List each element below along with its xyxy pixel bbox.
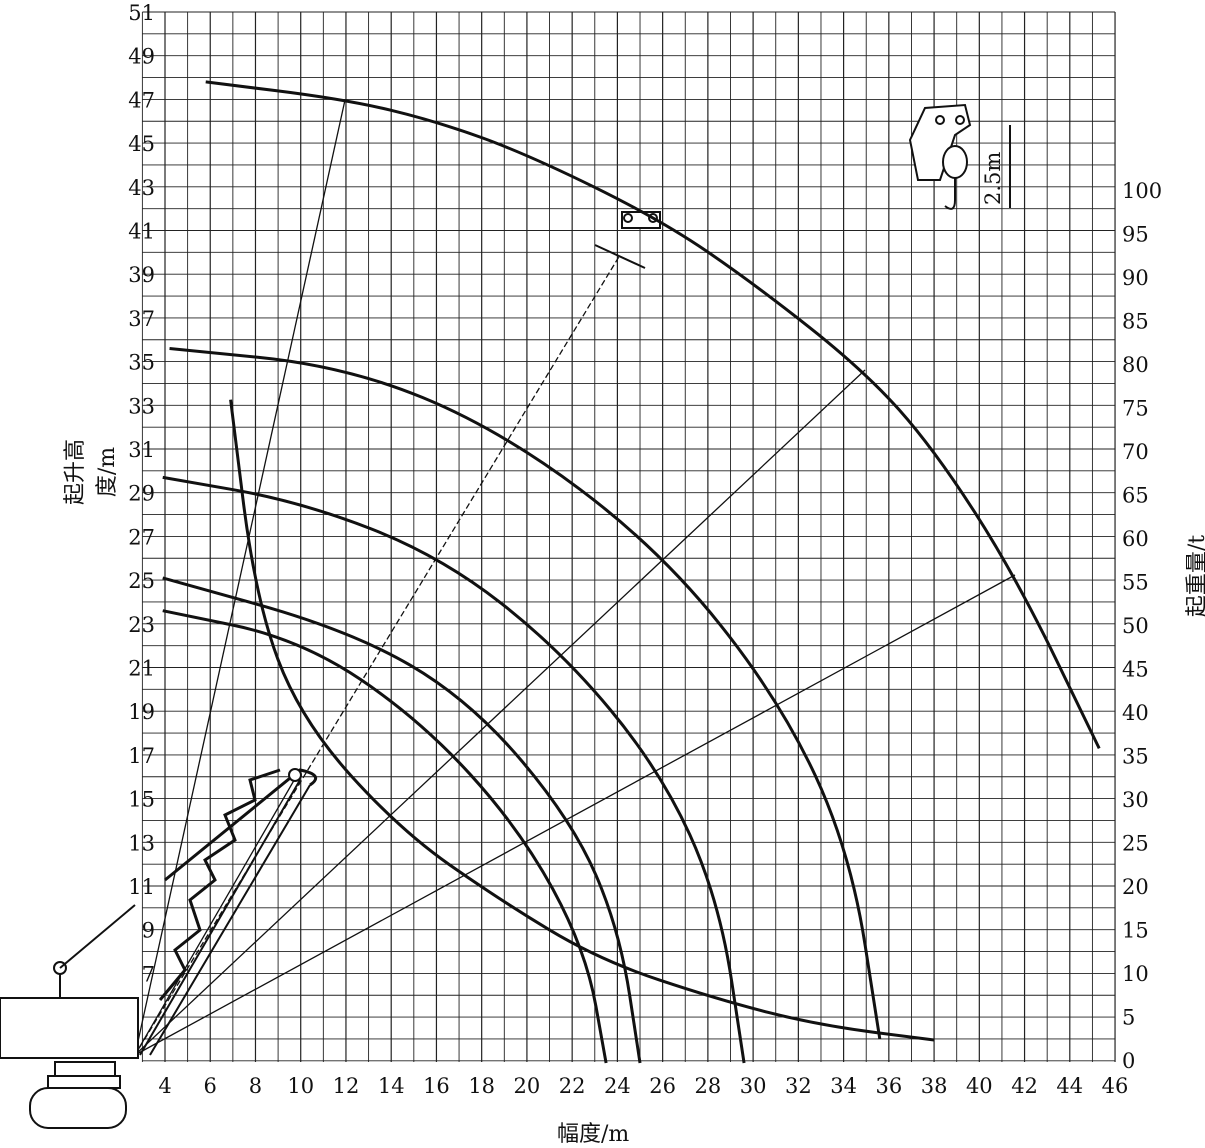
x-tick-label: 28 [695,1074,722,1098]
y2-tick-label: 25 [1122,832,1149,856]
lift-height-curve-4 [162,576,642,1064]
y-tick-label: 49 [128,45,155,69]
y2-tick-label: 5 [1122,1006,1135,1030]
x-tick-label: 12 [333,1074,360,1098]
y2-tick-label: 45 [1122,658,1149,682]
y-tick-label: 15 [128,788,155,812]
y-tick-label: 43 [128,176,155,200]
y-tick-label: 29 [128,482,155,506]
hook-block-icon [594,103,1011,269]
y2-tick-label: 35 [1122,745,1149,769]
x-axis-label: 幅度/m [557,1122,630,1147]
x-tick-label: 44 [1056,1074,1083,1098]
y2-axis-label: 起重量/t [1185,534,1205,618]
y2-tick-label: 65 [1122,484,1149,508]
y2-tick-label: 90 [1122,266,1149,290]
y2-tick-label: 10 [1122,962,1149,986]
lift-height-curve-2 [169,346,882,1040]
y2-tick-label: 55 [1122,571,1149,595]
hook-height-annotation: 2.5m [981,152,1005,205]
x-tick-label: 26 [649,1074,676,1098]
x-tick-label: 10 [287,1074,314,1098]
y2-tick-label: 40 [1122,701,1149,725]
lifting-capacity-curve [229,399,935,1042]
y-tick-label: 41 [128,220,155,244]
x-tick-label: 4 [158,1074,171,1098]
y-tick-label: 19 [128,700,155,724]
y-tick-label: 9 [142,919,155,943]
y-tick-label: 35 [128,351,155,375]
y2-tick-label: 95 [1122,223,1149,247]
y-tick-label: 33 [128,394,155,418]
y2-tick-label: 75 [1122,397,1149,421]
lift-height-curve-5 [162,609,608,1064]
y-axis-label: 起升高度/m [63,439,120,506]
x-tick-label: 20 [514,1074,541,1098]
y-tick-label: 51 [128,1,155,25]
x-tick-label: 32 [785,1074,812,1098]
x-tick-label: 24 [604,1074,631,1098]
y2-tick-label: 30 [1122,788,1149,812]
lift-height-curve-3 [162,475,746,1064]
x-tick-label: 8 [249,1074,262,1098]
series [162,80,1101,1064]
y2-tick-label: 60 [1122,527,1149,551]
x-tick-label: 46 [1102,1074,1129,1098]
ticks: 4 6 8 10 12 14 16 18 20 22 24 26 28 30 32 34 36 38 40 42 44 4… [128,1,1162,1098]
y-tick-label: 23 [128,613,155,637]
x-tick-label: 42 [1011,1074,1038,1098]
y2-tick-label: 15 [1122,919,1149,943]
x-tick-label: 38 [921,1074,948,1098]
y2-tick-label: 20 [1122,875,1149,899]
lift-height-curve-1 [205,80,1101,749]
y-tick-label: 31 [128,438,155,462]
boom-radial-lines [134,99,1016,1056]
x-tick-label: 34 [830,1074,857,1098]
y2-tick-label: 70 [1122,440,1149,464]
y-tick-label: 25 [128,569,155,593]
x-tick-label: 18 [468,1074,495,1098]
y-tick-label: 45 [128,132,155,156]
y2-tick-label: 80 [1122,353,1149,377]
x-tick-label: 36 [875,1074,902,1098]
y-tick-label: 37 [128,307,155,331]
y-tick-label: 13 [128,831,155,855]
y-tick-label: 11 [128,875,155,899]
x-tick-label: 30 [740,1074,767,1098]
y2-tick-label: 100 [1122,179,1162,203]
crane-base-icon [0,768,318,1129]
y-tick-label: 27 [128,525,155,549]
y-tick-label: 47 [128,88,155,112]
y2-tick-label: 0 [1122,1049,1135,1073]
x-tick-label: 14 [378,1074,405,1098]
y2-tick-label: 50 [1122,614,1149,638]
y-tick-label: 39 [128,263,155,287]
y-tick-label: 17 [128,744,155,768]
x-tick-label: 6 [204,1074,217,1098]
x-tick-label: 40 [966,1074,993,1098]
grid [141,11,1116,1062]
x-tick-label: 22 [559,1074,586,1098]
y-tick-label: 21 [128,657,155,681]
y2-tick-label: 85 [1122,310,1149,334]
x-tick-label: 16 [423,1074,450,1098]
